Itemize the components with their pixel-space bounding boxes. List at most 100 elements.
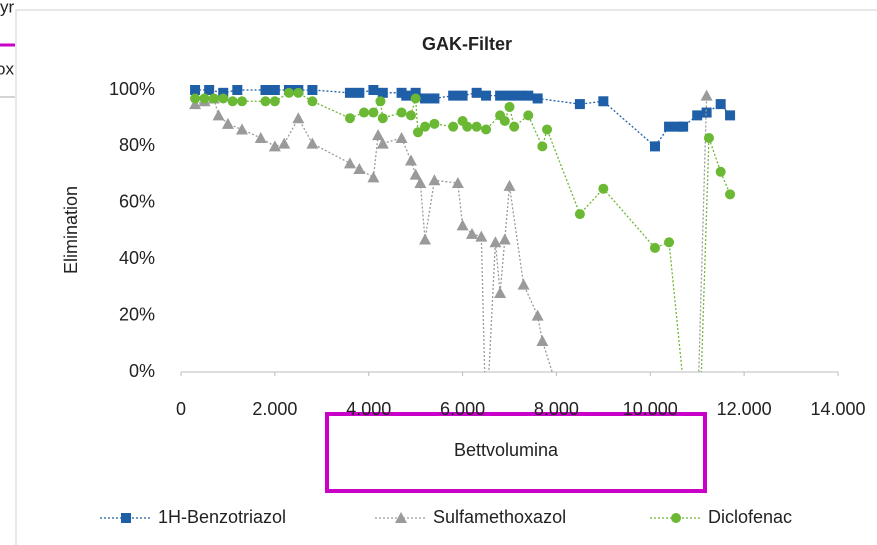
marker: [503, 179, 516, 191]
marker: [405, 110, 416, 121]
marker: [376, 137, 389, 149]
y-tick-label: 60%: [119, 192, 155, 212]
marker: [354, 87, 365, 98]
marker: [368, 85, 379, 95]
marker: [306, 137, 319, 149]
marker: [504, 90, 515, 101]
marker: [278, 137, 291, 149]
marker: [471, 121, 482, 132]
marker: [671, 513, 681, 523]
marker: [495, 90, 506, 101]
marker: [420, 93, 431, 104]
x-tick-label: 2.000: [252, 399, 297, 419]
marker: [419, 233, 432, 245]
marker: [395, 512, 407, 523]
marker: [396, 107, 407, 118]
marker: [532, 93, 543, 104]
marker: [343, 157, 356, 169]
fragment-text: ox: [0, 59, 14, 78]
marker: [715, 166, 726, 177]
marker: [715, 99, 726, 110]
marker: [409, 168, 422, 180]
marker: [664, 121, 675, 132]
highlight-box: [325, 412, 707, 493]
marker: [377, 87, 388, 98]
x-tick-label: 10.000: [623, 399, 678, 419]
marker: [700, 89, 713, 101]
marker: [292, 112, 305, 124]
marker: [367, 171, 380, 183]
marker: [377, 113, 388, 124]
marker: [212, 109, 225, 121]
marker: [536, 334, 549, 346]
marker: [218, 87, 229, 98]
marker: [189, 98, 202, 110]
y-axis-label: Elimination: [61, 186, 81, 274]
marker: [307, 85, 318, 95]
legend-label: 1H-Benzotriazol: [158, 507, 286, 527]
marker: [513, 90, 524, 101]
marker: [232, 85, 243, 95]
marker: [725, 110, 736, 121]
marker: [489, 236, 502, 248]
marker: [725, 189, 736, 200]
marker: [451, 177, 464, 189]
marker: [237, 96, 248, 107]
marker: [531, 309, 544, 321]
marker: [269, 85, 280, 95]
marker: [457, 90, 468, 101]
marker: [404, 154, 417, 166]
plot-area: [189, 85, 736, 372]
marker: [456, 219, 469, 231]
marker: [494, 287, 507, 299]
marker: [542, 124, 553, 135]
marker: [401, 90, 412, 101]
marker: [268, 140, 281, 152]
marker: [420, 121, 431, 132]
chart-title: GAK-Filter: [422, 34, 512, 54]
y-tick-label: 20%: [119, 304, 155, 324]
marker: [509, 121, 520, 132]
marker: [395, 131, 408, 143]
marker: [462, 121, 473, 132]
marker: [190, 93, 201, 104]
y-tick-label: 100%: [109, 79, 155, 99]
y-tick-label: 0%: [129, 361, 155, 381]
x-tick-label: 4.000: [346, 399, 391, 419]
marker: [260, 85, 271, 95]
marker: [649, 242, 660, 253]
marker: [372, 129, 385, 141]
y-tick-label: 80%: [119, 135, 155, 155]
marker: [269, 96, 280, 107]
marker: [359, 107, 370, 118]
marker: [344, 113, 355, 124]
marker: [504, 101, 515, 112]
marker: [368, 107, 379, 118]
x-axis-label: Bettvolumina: [454, 440, 559, 460]
x-tick-label: 8.000: [534, 399, 579, 419]
marker: [649, 141, 660, 152]
marker: [412, 127, 423, 138]
marker: [574, 99, 585, 110]
marker: [598, 96, 609, 107]
marker: [353, 162, 366, 174]
marker: [375, 96, 386, 107]
marker: [701, 107, 712, 118]
marker: [537, 141, 548, 152]
marker: [208, 93, 219, 104]
y-tick-label: 40%: [119, 248, 155, 268]
marker: [410, 87, 421, 98]
marker: [481, 124, 492, 135]
x-tick-label: 12.000: [717, 399, 772, 419]
legend-label: Diclofenac: [708, 507, 792, 527]
marker: [199, 93, 210, 104]
marker: [471, 87, 482, 98]
marker: [221, 117, 234, 129]
marker: [678, 121, 689, 132]
marker: [121, 513, 131, 523]
marker: [236, 123, 249, 135]
marker: [283, 87, 294, 98]
marker: [475, 230, 488, 242]
marker: [448, 121, 459, 132]
